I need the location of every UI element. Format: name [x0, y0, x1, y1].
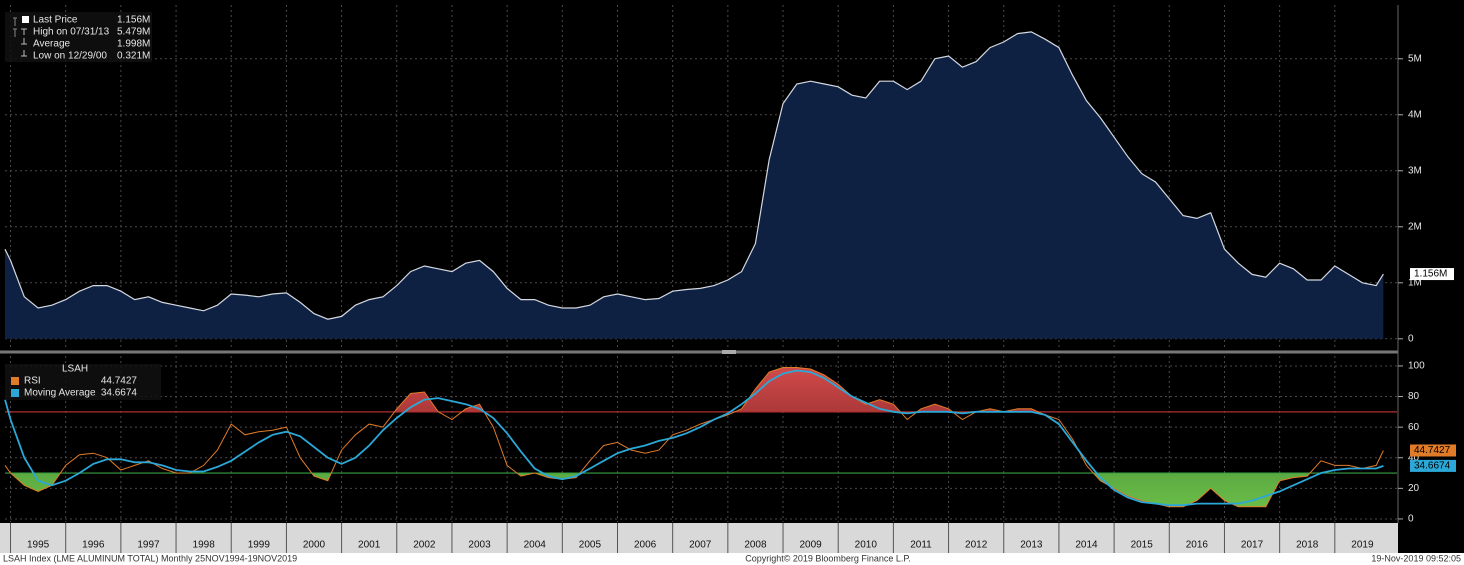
x-axis-strip: [0, 523, 1398, 553]
legend-label: Low on 12/29/00: [33, 51, 107, 62]
legend-label: Average: [33, 39, 71, 50]
x-tick-label: 2009: [799, 540, 822, 551]
y-tick-label: 60: [1408, 422, 1420, 433]
y-tick-label: 4M: [1408, 109, 1422, 120]
x-tick-label: 2018: [1296, 540, 1319, 551]
y-tick-label: 40: [1408, 452, 1420, 463]
y-tick-label: 80: [1408, 391, 1420, 402]
x-tick-label: 2002: [413, 540, 436, 551]
footer-left: LSAH Index (LME ALUMINUM TOTAL) Monthly …: [3, 553, 297, 563]
legend-swatch: [11, 389, 19, 397]
x-tick-label: 1997: [137, 540, 160, 551]
footer-center: Copyright© 2019 Bloomberg Finance L.P.: [745, 553, 911, 563]
y-tick-label: 0: [1408, 514, 1414, 525]
price-legend-box: [5, 12, 152, 62]
last-value-tag: [1410, 268, 1454, 281]
legend-icon: [13, 17, 17, 37]
legend-title: LSAH: [62, 364, 88, 375]
x-tick-label: 2008: [744, 540, 767, 551]
last-value-tag: [1410, 459, 1456, 472]
x-tick-label: 2016: [1186, 540, 1209, 551]
legend-icon: [22, 16, 29, 23]
y-tick-label: 5M: [1408, 53, 1422, 64]
legend-value: 34.6674: [101, 388, 138, 399]
x-tick-label: 2006: [634, 540, 657, 551]
x-tick-label: 2013: [1020, 540, 1043, 551]
x-tick-label: 2000: [303, 540, 326, 551]
legend-swatch: [11, 377, 19, 385]
legend-label: Last Price: [33, 15, 78, 26]
y-tick-label: 20: [1408, 483, 1420, 494]
x-tick-label: 2005: [579, 540, 602, 551]
x-tick-label: 2014: [1075, 540, 1098, 551]
x-tick-label: 2007: [689, 540, 712, 551]
legend-value: 1.156M: [117, 15, 150, 26]
overlay: LSAH Last Price 1.156M High on 07/31/13 5.4…: [5, 12, 1456, 472]
x-tick-label: 2012: [965, 540, 988, 551]
x-tick-label: 2003: [468, 540, 491, 551]
footer-bar: [0, 553, 1464, 565]
last-value-label: 44.7427: [1414, 445, 1451, 456]
x-tick-label: 2004: [524, 540, 547, 551]
legend-label: High on 07/31/13: [33, 27, 110, 38]
x-tick-label: 1995: [27, 540, 50, 551]
divider-handle: [722, 350, 736, 354]
x-tick-label: 2010: [855, 540, 878, 551]
x-tick-label: 1999: [248, 540, 271, 551]
x-tick-label: 2019: [1351, 540, 1374, 551]
rsi-legend-box: [5, 364, 161, 400]
legend-icon: [21, 28, 27, 57]
area-line: [4, 31, 1384, 320]
x-tick-label: 2015: [1131, 540, 1154, 551]
last-value-label: 34.6674: [1414, 461, 1451, 472]
legend-value: 44.7427: [101, 376, 138, 387]
x-tick-label: 2017: [1241, 540, 1264, 551]
last-value-label: 1.156M: [1414, 269, 1447, 280]
plots: 0 1M 2M 3M 4M 5M 0 20 40 60 80 100 1995 1996 1997 1998 1…: [4, 5, 1425, 553]
y-tick-label: 2M: [1408, 221, 1422, 232]
y-tick-label: 3M: [1408, 165, 1422, 176]
footer-right: 19-Nov-2019 09:52:05: [1371, 553, 1461, 563]
x-tick-label: 1998: [193, 540, 216, 551]
legend-label: RSI: [24, 376, 41, 387]
last-value-tag: [1410, 444, 1456, 457]
legend-value: 1.998M: [117, 39, 150, 50]
x-tick-label: 2001: [358, 540, 381, 551]
x-tick-label: 1996: [82, 540, 105, 551]
series-line: [4, 369, 1384, 507]
legend-value: 0.321M: [117, 51, 150, 62]
legend-value: 5.479M: [117, 27, 150, 38]
y-tick-label: 1M: [1408, 277, 1422, 288]
legend-label: Moving Average: [24, 388, 96, 399]
oversold-fill: [10, 473, 1310, 507]
area-fill: [5, 31, 1384, 339]
y-tick-label: 0: [1408, 333, 1414, 344]
x-tick-label: 2011: [910, 540, 932, 551]
y-tick-label: 100: [1408, 361, 1425, 372]
